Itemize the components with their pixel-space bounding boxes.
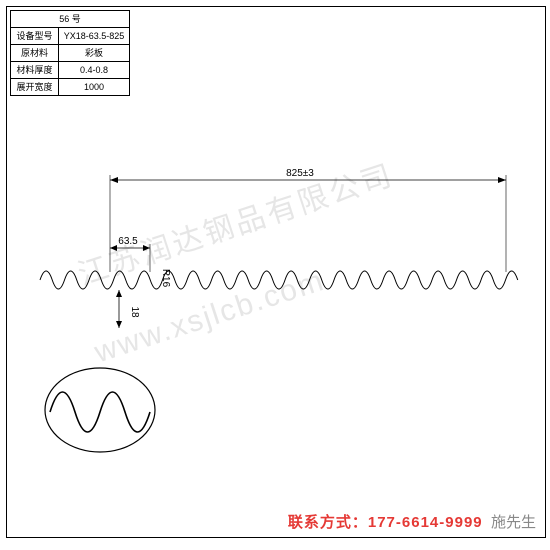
dim-radius-label: R16 <box>160 269 171 288</box>
contact-line: 联系方式：177-6614-9999 施先生 <box>288 511 536 532</box>
detail-profile <box>50 392 150 432</box>
contact-name: 施先生 <box>487 514 536 531</box>
contact-label: 联系方式： <box>288 514 368 531</box>
contact-phone: 177-6614-9999 <box>368 514 483 531</box>
dim-overall-label: 825±3 <box>286 168 314 179</box>
corrugated-profile <box>40 271 518 289</box>
dim-height: 18 <box>116 290 140 328</box>
dim-pitch-label: 63.5 <box>118 236 138 247</box>
dim-overall: 825±3 <box>110 168 506 272</box>
dim-height-label: 18 <box>129 306 140 318</box>
diagram-svg: 825±3 63.5 R16 18 <box>0 0 550 550</box>
dim-pitch: 63.5 <box>110 236 150 272</box>
